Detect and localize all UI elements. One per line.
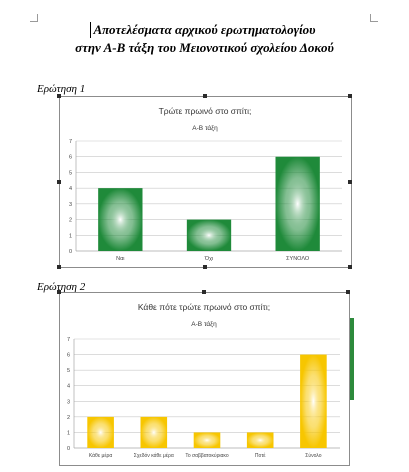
chart-1-bar: [98, 188, 143, 251]
chart-2-frame[interactable]: Κάθε πότε τρώτε πρωινό στο σπίτι; Α-Β τά…: [59, 292, 350, 466]
chart-1-title: Τρώτε πρωινό στο σπίτι;: [159, 106, 252, 116]
crop-mark-top-left: [30, 14, 38, 22]
chart-1-handle-bl[interactable]: [57, 265, 61, 269]
chart-1: Τρώτε πρωινό στο σπίτι; Α-Β τάξη 0 1 2 3 4 5 6…: [69, 106, 342, 262]
chart-1-handle-ml[interactable]: [57, 180, 61, 184]
chart-1-y-tick-label: 2: [69, 218, 72, 224]
chart-2-bar: [300, 354, 327, 448]
chart-1-y-tick-label: 5: [69, 170, 72, 176]
question-1-label: Ερώτηση 1: [37, 83, 86, 95]
chart-2-y-tick-label: 5: [67, 368, 70, 374]
chart-2-bar: [87, 416, 114, 448]
chart-1-bar: [186, 219, 232, 251]
chart-2-y-tick-label: 1: [67, 430, 70, 436]
chart-2-x-tick-label: Ποτέ: [255, 452, 266, 459]
chart-2-subtitle: Α-Β τάξη: [191, 320, 217, 328]
chart-2-y-tick-label: 7: [67, 337, 70, 343]
chart-1-x-tick-label: Ναι: [116, 256, 125, 262]
chart-1-handle-tm[interactable]: [203, 94, 207, 98]
chart-1-y-tick-label: 3: [69, 202, 72, 208]
page-title-line-1: Αποτελέσματα αρχικού ερωτηματολογίου: [93, 22, 316, 37]
chart-2-handle-tm[interactable]: [202, 290, 206, 294]
chart-1-y-tick-label: 4: [69, 186, 72, 192]
chart-2-y-tick-label: 0: [67, 446, 70, 452]
text-cursor: [90, 22, 91, 38]
chart-2-x-tick-label: Κάθε μέρα: [89, 452, 113, 459]
chart-1-y-tick-label: 7: [69, 139, 72, 145]
chart-1-handle-br[interactable]: [348, 265, 352, 269]
chart-2-y-tick-label: 2: [67, 415, 70, 421]
chart-1-handle-tr[interactable]: [348, 94, 352, 98]
chart-1-y-tick-label: 6: [69, 155, 72, 161]
chart-1-y-tick-label: 1: [69, 233, 72, 239]
chart-2-side-edge: [350, 318, 354, 400]
chart-2: Κάθε πότε τρώτε πρωινό στο σπίτι; Α-Β τά…: [67, 302, 340, 459]
chart-2-bar: [193, 432, 221, 448]
chart-1-frame[interactable]: Τρώτε πρωινό στο σπίτι; Α-Β τάξη 0 1 2 3 4 5 6…: [59, 96, 352, 268]
chart-1-subtitle: Α-Β τάξη: [192, 124, 218, 132]
chart-1-x-tick-label: ΣΥΝΟΛΟ: [286, 256, 310, 262]
chart-2-x-tick-label: Το σαββατοκύριακο: [185, 452, 228, 459]
chart-2-bar: [140, 416, 168, 448]
chart-2-y-tick-label: 6: [67, 353, 70, 359]
chart-2-x-tick-label: Σχεδόν κάθε μέρα: [134, 452, 174, 459]
chart-1-y-tick-label: 0: [69, 249, 72, 255]
question-2-label: Ερώτηση 2: [37, 281, 86, 293]
chart-1-bar: [275, 156, 320, 251]
chart-1-handle-mr[interactable]: [348, 180, 352, 184]
chart-2-x-tick-label: Σύνολο: [305, 452, 321, 459]
crop-mark-top-right: [370, 14, 378, 22]
chart-2-y-tick-label: 3: [67, 399, 70, 405]
chart-2-y-tick-label: 4: [67, 384, 70, 390]
chart-2-bar: [246, 432, 274, 448]
chart-1-x-tick-label: Όχι: [204, 256, 214, 262]
page-title-line-2: στην Α-Β τάξη του Μειονοτικού σχολείου Δ…: [75, 40, 334, 55]
chart-2-title: Κάθε πότε τρώτε πρωινό στο σπίτι;: [138, 302, 270, 312]
chart-1-handle-bm[interactable]: [203, 265, 207, 269]
chart-2-handle-tl[interactable]: [57, 290, 61, 294]
chart-1-handle-tl[interactable]: [57, 94, 61, 98]
chart-2-handle-tr[interactable]: [346, 290, 350, 294]
